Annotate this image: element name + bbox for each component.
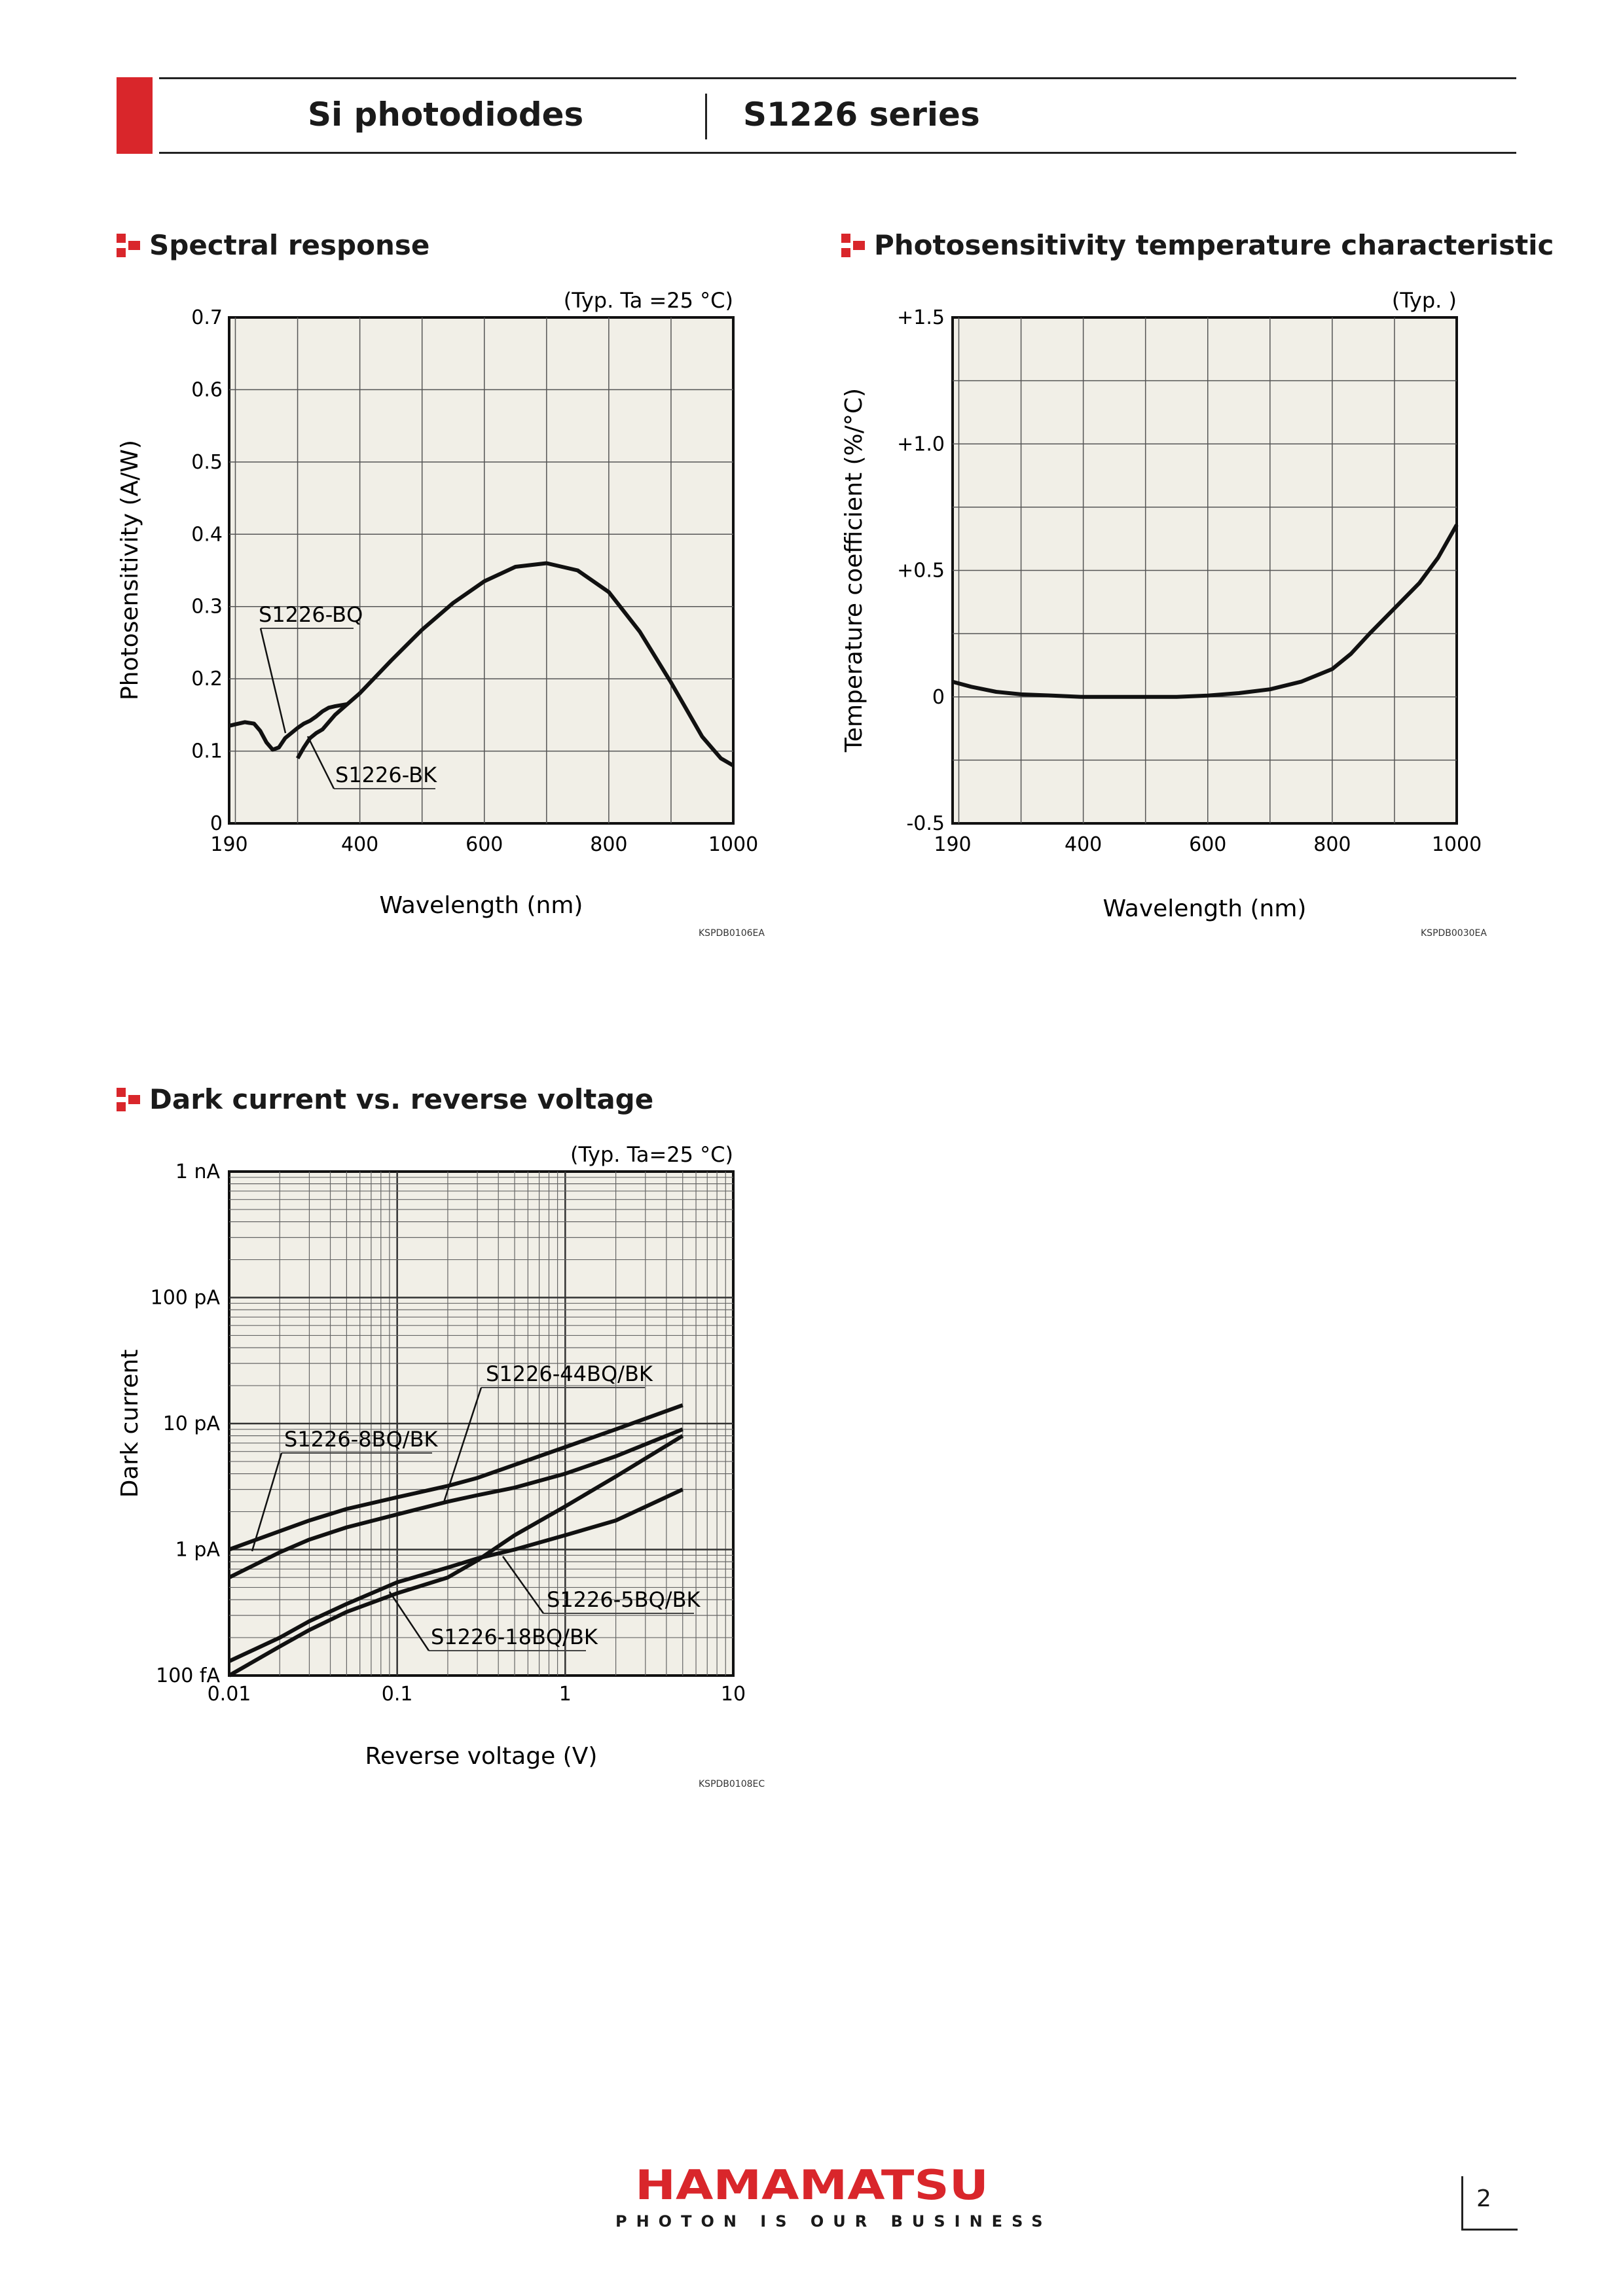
- temperature-characteristic-title: Photosensitivity temperature characteris…: [874, 229, 1554, 261]
- temp-series-line-0: [952, 524, 1459, 699]
- dark-y-tick-label: 1 nA: [175, 1160, 221, 1183]
- temp-x-tick-label: 400: [1065, 833, 1102, 856]
- dark-5-leader: [501, 1556, 545, 1614]
- spectral-x-tick-label: 600: [465, 833, 503, 856]
- dark-8-leader: [251, 1452, 283, 1552]
- section-bullet-icon: [117, 1088, 140, 1111]
- spectral-bq-label: S1226-BQ: [259, 602, 363, 627]
- dark-series-line-2: [228, 1487, 684, 1663]
- header-rule-bottom: [159, 152, 1516, 154]
- dark-18-label: S1226-18BQ/BK: [431, 1624, 598, 1649]
- spectral-series: [228, 561, 735, 768]
- section-bullet-icon: [117, 234, 140, 257]
- temp-x-tick-label: 800: [1313, 833, 1351, 856]
- dark-series-line-0: [228, 1403, 684, 1552]
- spectral-y-tick-label: 0.5: [191, 451, 223, 474]
- temp-x-tick-label: 190: [934, 833, 971, 856]
- spectral-series-line-1: [295, 561, 735, 768]
- page-number: 2: [1476, 2185, 1491, 2212]
- temp-x-tick-label: 600: [1189, 833, 1226, 856]
- dark-y-ticks: 100 fA 1 pA 10 pA 100 pA 1 nA: [151, 1160, 221, 1687]
- temperature-coefficient-chart: 190 400 600 800 1000 -0.5 0 +0.5 +1.0 +1.5 (Typ.…: [841, 288, 1482, 922]
- header-separator: [705, 94, 707, 139]
- dark-x-axis-label: Reverse voltage (V): [365, 1743, 598, 1770]
- spectral-y-tick-label: 0: [210, 812, 223, 835]
- spectral-x-tick-label: 400: [341, 833, 378, 856]
- spectral-y-tick-label: 0.4: [191, 523, 223, 546]
- spectral-bq-leader: [259, 628, 287, 734]
- temp-y-tick-label: 0: [932, 686, 945, 709]
- spectral-note: (Typ. Ta =25 °C): [564, 288, 733, 313]
- temp-series: [952, 524, 1459, 699]
- spectral-bk-leader: [306, 736, 335, 789]
- spectral-series-line-0: [228, 702, 348, 752]
- dark-series-line-1: [228, 1427, 684, 1579]
- spectral-y-ticks: 0 0.1 0.2 0.3 0.4 0.5 0.6 0.7: [191, 306, 223, 835]
- temp-x-ticks: 190 400 600 800 1000: [934, 833, 1482, 856]
- spectral-response-title: Spectral response: [149, 229, 430, 261]
- temp-y-tick-label: -0.5: [906, 812, 945, 835]
- dark-series: [228, 1403, 684, 1677]
- spectral-bk-label: S1226-BK: [335, 762, 437, 787]
- dark-y-tick-label: 1 pA: [175, 1539, 221, 1562]
- temp-y-tick-label: +0.5: [897, 560, 945, 583]
- temp-grid: [953, 317, 1457, 823]
- dark-x-tick-label: 10: [721, 1683, 746, 1706]
- temp-y-ticks: -0.5 0 +0.5 +1.0 +1.5: [897, 306, 945, 835]
- dark-8-label: S1226-8BQ/BK: [284, 1427, 439, 1452]
- spectral-y-tick-label: 0.7: [191, 306, 223, 329]
- spectral-y-axis-label: Photosensitivity (A/W): [117, 440, 143, 700]
- dark-current-title: Dark current vs. reverse voltage: [149, 1083, 654, 1115]
- dark-series-line-3: [228, 1434, 684, 1677]
- spectral-x-tick-label: 800: [590, 833, 627, 856]
- spectral-y-tick-label: 0.2: [191, 668, 223, 691]
- brand-tagline: PHOTON IS OUR BUSINESS: [615, 2212, 1052, 2231]
- dark-y-axis-label: Dark current: [117, 1350, 143, 1498]
- spectral-x-axis-label: Wavelength (nm): [380, 892, 583, 919]
- header-product-series: S1226 series: [743, 96, 980, 134]
- spectral-y-tick-label: 0.1: [191, 740, 223, 763]
- page-box-vertical: [1461, 2176, 1463, 2230]
- temp-y-tick-label: +1.0: [897, 433, 945, 456]
- page-box-horizontal: [1461, 2229, 1518, 2231]
- spectral-y-tick-label: 0.3: [191, 596, 223, 619]
- dark-grid: [229, 1172, 733, 1676]
- spectral-y-tick-label: 0.6: [191, 378, 223, 401]
- dark-18-leader: [388, 1591, 430, 1651]
- dark-current-chart: 0.01 0.1 1 10 100 fA 1 pA 10 pA 100 pA 1 nA (Ty…: [117, 1142, 746, 1770]
- spectral-x-ticks: 190 400 600 800 1000: [210, 833, 758, 856]
- hamamatsu-logo: HAMAMATSU: [635, 2165, 989, 2204]
- dark-x-ticks: 0.01 0.1 1 10: [208, 1683, 746, 1706]
- dark-x-tick-label: 0.1: [382, 1683, 413, 1706]
- header-accent-bar: [117, 77, 153, 154]
- dark-y-tick-label: 10 pA: [163, 1412, 221, 1435]
- temp-x-tick-label: 1000: [1432, 833, 1482, 856]
- spectral-response-chart: 190 400 600 800 1000 00.10.20.30.40.50.60.7 …: [117, 288, 758, 919]
- dark-note: (Typ. Ta=25 °C): [570, 1142, 733, 1167]
- temp-note: (Typ. ): [1392, 288, 1457, 313]
- temp-y-tick-label: +1.5: [897, 306, 945, 329]
- dark-x-tick-label: 0.01: [208, 1683, 251, 1706]
- temp-x-axis-label: Wavelength (nm): [1103, 895, 1307, 922]
- section-bullet-icon: [841, 234, 865, 257]
- brand-text: HAMAMATSU: [635, 2165, 989, 2204]
- dark-y-tick-label: 100 fA: [156, 1664, 220, 1687]
- dark-5-label: S1226-5BQ/BK: [547, 1587, 701, 1612]
- temp-chart-code: KSPDB0030EA: [1421, 928, 1487, 939]
- dark-44-leader: [443, 1387, 483, 1503]
- header-product-family: Si photodiodes: [308, 96, 584, 134]
- spectral-grid: [229, 317, 733, 823]
- dark-x-tick-label: 1: [559, 1683, 572, 1706]
- spectral-x-tick-label: 1000: [708, 833, 758, 856]
- temp-y-axis-label: Temperature coefficient (%/°C): [841, 388, 867, 753]
- header-rule-top: [159, 77, 1516, 79]
- dark-y-tick-label: 100 pA: [151, 1287, 221, 1310]
- spectral-chart-code: KSPDB0106EA: [699, 928, 765, 939]
- spectral-x-tick-label: 190: [210, 833, 247, 856]
- dark-44-label: S1226-44BQ/BK: [486, 1361, 653, 1386]
- dark-chart-code: KSPDB0108EC: [699, 1779, 765, 1789]
- spectral-plot-area: [228, 316, 735, 825]
